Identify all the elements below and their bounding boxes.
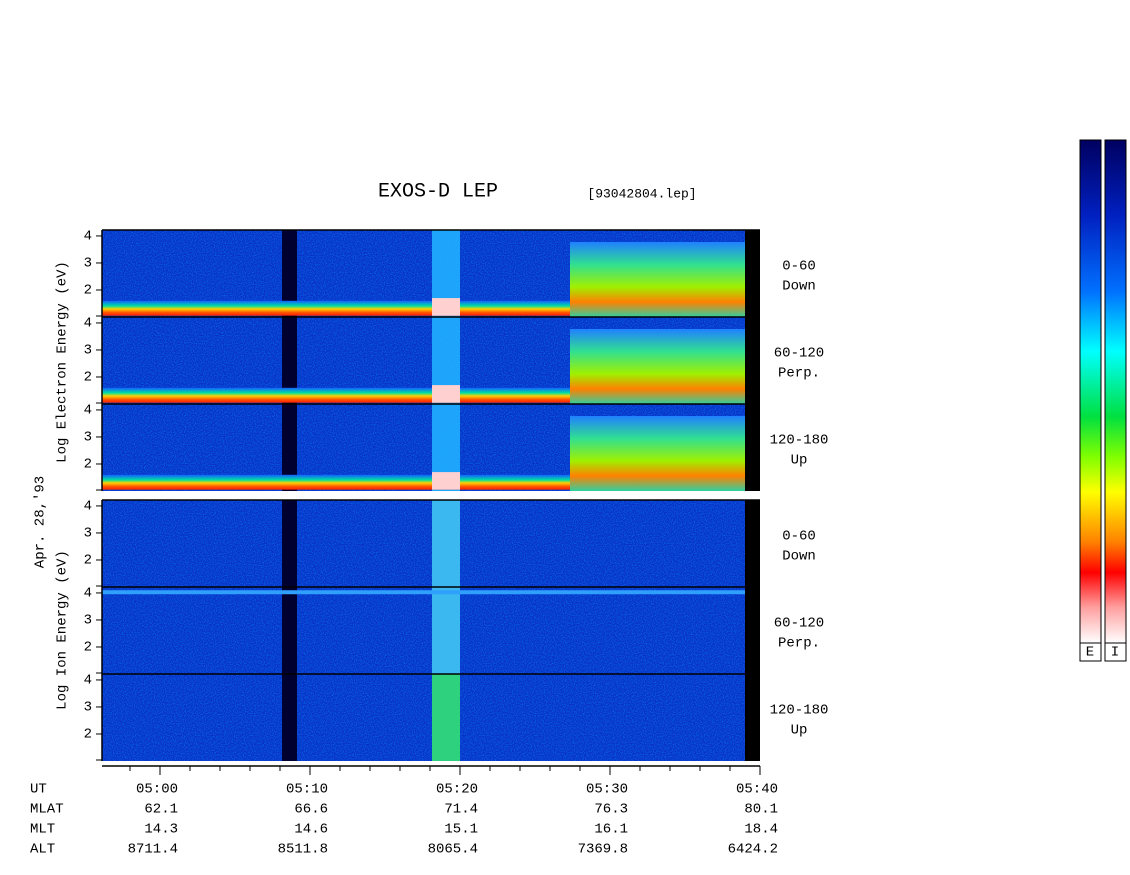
data-gap bbox=[282, 404, 297, 491]
spectrogram-noise bbox=[102, 587, 745, 674]
electron-band bbox=[102, 387, 570, 403]
y-tick-label: 2 bbox=[84, 283, 92, 299]
electron-band bbox=[432, 298, 460, 316]
colorbar-label-box bbox=[1079, 642, 1102, 662]
spectrogram-noise bbox=[102, 500, 745, 587]
y-tick-label: 4 bbox=[84, 316, 92, 332]
panel-direction: Down bbox=[782, 279, 816, 295]
spectrogram-noise bbox=[102, 674, 745, 761]
panel-direction: Up bbox=[791, 723, 808, 739]
electron-band bbox=[432, 385, 460, 403]
colorbar-label: I bbox=[1111, 645, 1119, 661]
ephemeris-value: 14.3 bbox=[144, 822, 178, 838]
ephemeris-value: 71.4 bbox=[444, 802, 478, 818]
y-tick-label: 2 bbox=[84, 370, 92, 386]
colorbars: E I bbox=[1079, 139, 1127, 662]
panel-direction: Perp. bbox=[778, 366, 820, 382]
y-tick-label: 4 bbox=[84, 229, 92, 245]
y-tick-label: 4 bbox=[84, 403, 92, 419]
colorbar bbox=[1079, 139, 1102, 644]
date-label: Apr. 28,'93 bbox=[33, 476, 49, 568]
time-tick-label: 05:20 bbox=[436, 782, 478, 798]
ephemeris-value: 8065.4 bbox=[428, 842, 478, 858]
ephemeris-value: 8711.4 bbox=[128, 842, 178, 858]
electron-axis-label: Log Electron Energy (eV) bbox=[55, 261, 71, 463]
ephemeris-value: 16.1 bbox=[594, 822, 628, 838]
data-gap bbox=[745, 587, 760, 674]
ephemeris-label: MLT bbox=[30, 822, 55, 838]
ephemeris-value: 14.6 bbox=[294, 822, 328, 838]
electron-band bbox=[102, 300, 570, 316]
y-tick-label: 3 bbox=[84, 700, 92, 716]
ephemeris-value: 8511.8 bbox=[278, 842, 328, 858]
panel-direction: Down bbox=[782, 549, 816, 565]
data-gap bbox=[745, 404, 760, 491]
data-gap bbox=[282, 230, 297, 317]
time-tick-label: 05:10 bbox=[286, 782, 328, 798]
ephemeris-label: ALT bbox=[30, 842, 55, 858]
y-tick-label: 4 bbox=[84, 586, 92, 602]
data-gap bbox=[745, 317, 760, 404]
time-axis-label: UT bbox=[30, 782, 47, 798]
panel-angle: 0-60 bbox=[782, 529, 816, 545]
y-tick-label: 3 bbox=[84, 613, 92, 629]
electron-band bbox=[102, 474, 570, 490]
ephemeris-value: 80.1 bbox=[744, 802, 778, 818]
time-tick-label: 05:40 bbox=[736, 782, 778, 798]
ion-column bbox=[432, 674, 460, 761]
ephemeris-value: 66.6 bbox=[294, 802, 328, 818]
ephemeris-value: 76.3 bbox=[594, 802, 628, 818]
panel-angle: 60-120 bbox=[774, 346, 824, 362]
data-gap bbox=[282, 317, 297, 404]
panel-direction: Perp. bbox=[778, 636, 820, 652]
auroral-region bbox=[570, 242, 745, 317]
data-gap bbox=[745, 230, 760, 317]
panel-direction: Up bbox=[791, 453, 808, 469]
plots: 2 3 4 0-60 Down 2 3 4 60-120 Perp. 2 3 4 120-180 Up 2 3 4… bbox=[84, 229, 829, 761]
y-tick-label: 3 bbox=[84, 343, 92, 359]
colorbar-label: E bbox=[1086, 645, 1094, 661]
ephemeris-value: 6424.2 bbox=[728, 842, 778, 858]
y-tick-label: 3 bbox=[84, 430, 92, 446]
y-tick-label: 2 bbox=[84, 640, 92, 656]
data-gap bbox=[745, 674, 760, 761]
panel-angle: 120-180 bbox=[770, 433, 829, 449]
title: EXOS-D LEP bbox=[378, 180, 498, 203]
panel-angle: 120-180 bbox=[770, 703, 829, 719]
y-tick-label: 3 bbox=[84, 256, 92, 272]
colorbar bbox=[1104, 139, 1127, 644]
data-gap bbox=[282, 587, 297, 674]
auroral-region bbox=[570, 416, 745, 491]
auroral-region bbox=[570, 329, 745, 404]
file-name: [93042804.lep] bbox=[587, 186, 696, 201]
ephemeris-label: MLAT bbox=[30, 802, 64, 818]
ephemeris-value: 15.1 bbox=[444, 822, 478, 838]
ephemeris-value: 62.1 bbox=[144, 802, 178, 818]
panel-angle: 60-120 bbox=[774, 616, 824, 632]
electron-band bbox=[432, 472, 460, 490]
time-tick-label: 05:00 bbox=[136, 782, 178, 798]
y-tick-label: 3 bbox=[84, 526, 92, 542]
y-tick-label: 4 bbox=[84, 499, 92, 515]
y-tick-label: 2 bbox=[84, 727, 92, 743]
data-gap bbox=[282, 500, 297, 587]
data-gap bbox=[745, 500, 760, 587]
time-tick-label: 05:30 bbox=[586, 782, 628, 798]
ephemeris-value: 7369.8 bbox=[578, 842, 628, 858]
ion-column bbox=[432, 500, 460, 587]
y-tick-label: 2 bbox=[84, 457, 92, 473]
colorbar-label-box bbox=[1104, 642, 1127, 662]
y-tick-label: 4 bbox=[84, 673, 92, 689]
ion-column bbox=[432, 587, 460, 674]
panel-angle: 0-60 bbox=[782, 259, 816, 275]
ion-axis-label: Log Ion Energy (eV) bbox=[55, 550, 71, 710]
data-gap bbox=[282, 674, 297, 761]
ion-band bbox=[102, 590, 745, 595]
y-tick-label: 2 bbox=[84, 553, 92, 569]
ephemeris-value: 18.4 bbox=[744, 822, 778, 838]
